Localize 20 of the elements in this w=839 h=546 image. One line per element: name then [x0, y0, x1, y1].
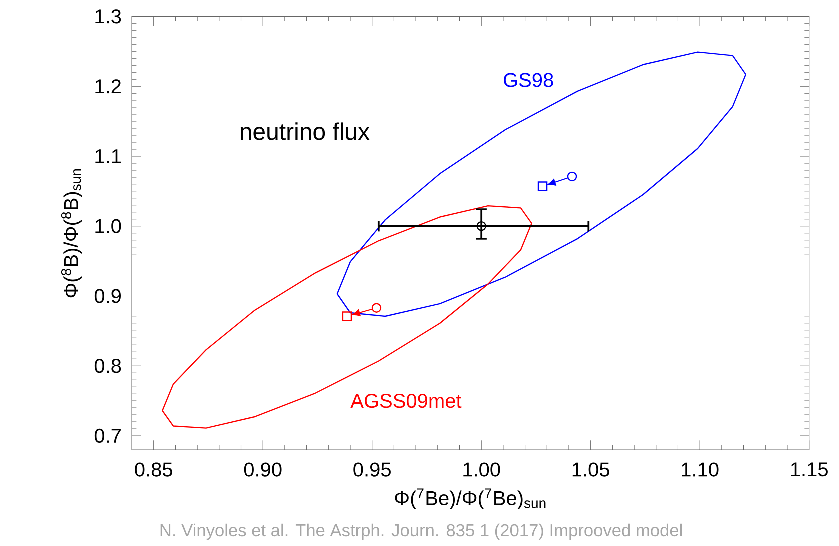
x-tick-label: 0.95	[354, 462, 391, 477]
text: AGSS09met	[350, 394, 462, 408]
y-tick-label: 0.8	[94, 359, 122, 374]
series-label: GS98	[504, 73, 554, 88]
annotation: neutrino flux	[240, 122, 370, 140]
y-tick-label: 1.2	[96, 80, 121, 94]
y-tick-label: 1.3	[96, 10, 122, 24]
y-tick-label: 0.7	[94, 428, 121, 444]
y-tick-label: 1.1	[96, 150, 121, 164]
y-tick-label: 0.9	[94, 289, 122, 304]
x-axis-title: Φ($^{7}$Be)/Φ($^{7}$Be)$_{sun}$	[395, 488, 546, 510]
x-tick-label: 1.15	[791, 462, 828, 477]
x-tick-label: 0.90	[244, 462, 282, 477]
x-tick-label: 1.00	[464, 462, 500, 477]
x-tick-label: 1.05	[572, 462, 610, 477]
text: N. Vinyoles et al. The Astrph. Journ. 835 1 (2017) Improoved model	[160, 524, 682, 540]
x-tick-label: 1.10	[682, 462, 719, 477]
y-tick-label: 1.0	[96, 219, 122, 234]
x-tick-label: 0.85	[135, 462, 172, 477]
y-axis-title: Φ($^{8}$B)/Φ($^{8}$B)$_{sun}$	[61, 169, 82, 298]
